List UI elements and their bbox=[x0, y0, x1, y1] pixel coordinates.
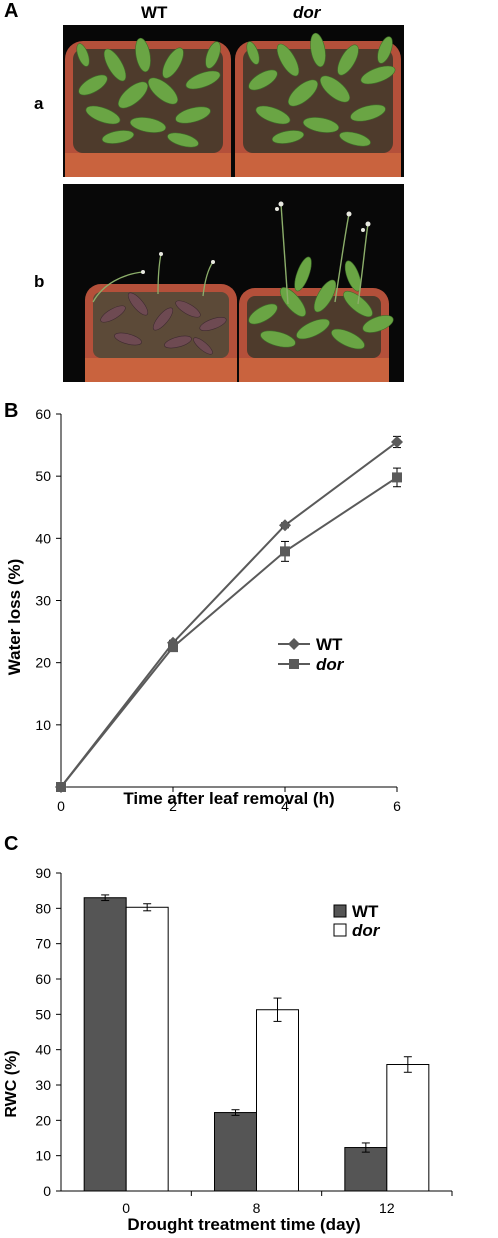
c-bar-WT bbox=[83, 897, 127, 1192]
photo-drought-plants bbox=[63, 184, 404, 382]
b-xtick-label: 6 bbox=[393, 798, 401, 812]
b-point-dor bbox=[280, 546, 290, 557]
column-label-wt: WT bbox=[141, 3, 168, 22]
b-ytick-label: 30 bbox=[35, 593, 51, 609]
b-xtick-label: 0 bbox=[57, 798, 65, 812]
row-label-a: a bbox=[34, 94, 44, 113]
c-xtick-label: 12 bbox=[379, 1200, 395, 1216]
c-ytick-label: 70 bbox=[35, 936, 51, 952]
c-ytick-label: 80 bbox=[35, 900, 51, 916]
c-ytick-label: 90 bbox=[35, 865, 51, 881]
panel-b-label: B bbox=[4, 400, 18, 422]
b-ytick-label: 40 bbox=[35, 530, 51, 546]
c-ytick-label: 40 bbox=[35, 1042, 51, 1058]
b-ytick-label: 50 bbox=[35, 468, 51, 484]
c-ytick-label: 0 bbox=[43, 1183, 51, 1199]
row-label-b: b bbox=[34, 272, 45, 291]
b-point-dor bbox=[56, 782, 66, 792]
panel-c-label: C bbox=[4, 833, 18, 855]
b-point-dor bbox=[168, 642, 178, 653]
c-bar-WT bbox=[214, 1112, 257, 1192]
c-bar-dor bbox=[256, 1009, 299, 1192]
b-ylabel: Water loss (%) bbox=[5, 559, 24, 676]
c-legend-label-WT: WT bbox=[352, 902, 379, 921]
b-ytick-label: 60 bbox=[35, 406, 51, 422]
b-xtick-label: 4 bbox=[281, 798, 289, 812]
b-legend-marker-dor bbox=[289, 659, 299, 669]
c-ylabel: RWC (%) bbox=[3, 1050, 20, 1117]
b-xtick-label: 2 bbox=[169, 798, 177, 812]
panel-a-label: A bbox=[4, 0, 19, 22]
b-legend-label-dor: dor bbox=[316, 655, 345, 674]
c-xtick-label: 8 bbox=[253, 1200, 261, 1216]
c-legend-swatch-WT bbox=[333, 904, 347, 918]
b-xlabel: Time after leaf removal (h) bbox=[123, 789, 334, 808]
c-bar-WT bbox=[344, 1147, 388, 1192]
b-series-line-dor bbox=[60, 476, 398, 788]
c-ytick-label: 20 bbox=[35, 1112, 51, 1128]
b-series-line-WT bbox=[60, 441, 398, 788]
b-legend-label-WT: WT bbox=[316, 635, 343, 654]
b-ytick-label: 10 bbox=[35, 717, 51, 733]
b-ytick-label: 20 bbox=[35, 655, 51, 671]
c-ytick-label: 50 bbox=[35, 1006, 51, 1022]
photo-unstressed-plants bbox=[63, 25, 404, 177]
c-bar-dor bbox=[386, 1064, 430, 1192]
b-point-WT bbox=[391, 435, 403, 448]
c-ytick-label: 30 bbox=[35, 1077, 51, 1093]
c-xlabel: Drought treatment time (day) bbox=[127, 1215, 360, 1234]
column-label-dor: dor bbox=[293, 3, 321, 22]
b-legend-marker-WT bbox=[288, 638, 300, 650]
b-point-dor bbox=[392, 472, 402, 483]
c-legend-swatch-dor bbox=[333, 923, 347, 937]
c-xtick-label: 0 bbox=[122, 1200, 130, 1216]
c-ytick-label: 60 bbox=[35, 971, 51, 987]
c-bar-dor bbox=[125, 906, 169, 1192]
wt-pot-b bbox=[85, 284, 237, 382]
c-ytick-label: 10 bbox=[35, 1148, 51, 1164]
c-legend-label-dor: dor bbox=[352, 921, 381, 940]
b-point-WT bbox=[279, 519, 291, 532]
